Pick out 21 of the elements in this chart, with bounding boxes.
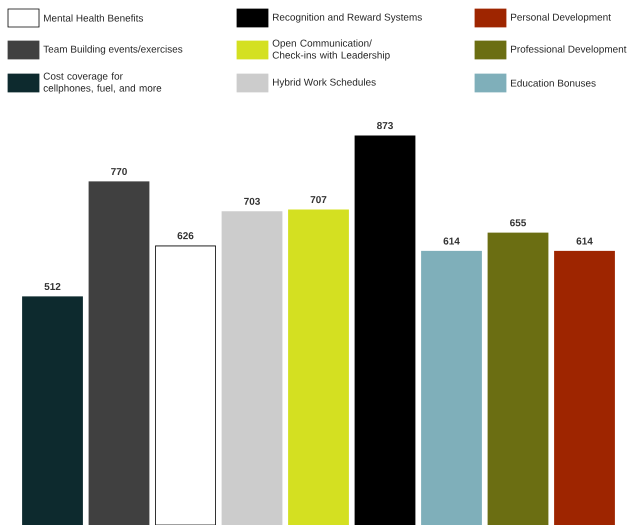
data-label: 626 <box>178 232 194 240</box>
legend-label: Cost coverage for cellphones, fuel, and more <box>44 72 162 94</box>
data-label: 512 <box>44 282 60 290</box>
legend-label: Education Bonuses <box>511 79 596 87</box>
legend-label: Mental Health Benefits <box>44 14 144 22</box>
legend-label: Open Communication/ Check-ins with Leadership <box>272 39 390 61</box>
legend-label: Recognition and Reward Systems <box>273 13 422 23</box>
data-label: 770 <box>111 168 127 176</box>
bar <box>22 296 83 525</box>
legend-label: Hybrid Work Schedules <box>273 78 376 88</box>
data-label: 873 <box>377 122 393 130</box>
legend-label: Professional Development <box>511 45 626 55</box>
bar <box>155 246 216 525</box>
data-label: 707 <box>310 196 326 204</box>
data-label: 614 <box>576 238 593 245</box>
data-label: 655 <box>510 219 526 226</box>
data-label: 703 <box>244 198 260 205</box>
data-label: 614 <box>444 238 460 245</box>
legend-label: Team Building events/exercises <box>43 45 182 55</box>
legend-label: Personal Development <box>511 13 611 23</box>
bar <box>288 209 349 525</box>
